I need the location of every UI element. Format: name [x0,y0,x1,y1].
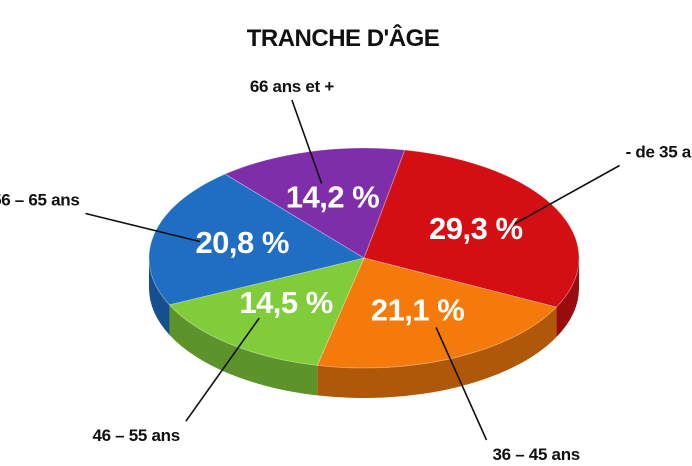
pie-sides [149,258,579,398]
callout-label-1: 36 – 45 ans [493,445,580,464]
leader-line-3 [85,212,201,243]
percent-label-4: 14,2 % [286,180,380,215]
pie-side-3 [149,258,170,335]
percent-label-0: 29,3 % [429,211,523,246]
callout-label-2: 46 – 55 ans [92,426,179,445]
callout-label-0: - de 35 ans [626,143,692,162]
callout-leaders [85,99,620,441]
percent-label-2: 14,5 % [239,285,333,320]
pie-top [148,147,580,369]
percent-label-3: 20,8 % [195,225,289,260]
chart-title: TRANCHE D'ÂGE [247,24,440,52]
pie-slice-2 [168,257,365,366]
leader-line-0 [514,164,620,225]
percent-label-1: 21,1 % [371,293,465,328]
callout-label-4: 66 ans et + [250,77,334,96]
leader-line-4 [291,99,323,184]
leader-line-1 [435,327,488,441]
pie-side-2 [169,304,318,396]
callout-label-3: 56 – 65 ans [0,191,80,210]
pie-slice-3 [148,173,366,306]
pie-side-1 [317,307,557,398]
pie-slice-1 [316,257,558,369]
leader-line-2 [185,317,260,422]
pie-side-0 [556,258,579,338]
callout-labels: - de 35 ans 36 – 45 ans 46 – 55 ans 56 – 65… [0,77,692,464]
pie-slice-0 [363,149,580,308]
percent-labels: 29,3 % 21,1 % 14,5 % 20,8 % 14,2 % [195,180,523,328]
